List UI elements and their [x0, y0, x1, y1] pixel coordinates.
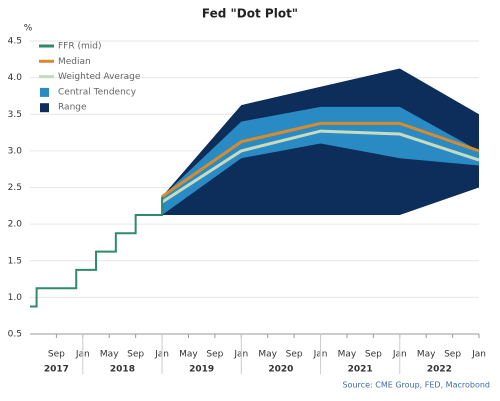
y-tick-label: 3.0	[8, 146, 23, 156]
x-tick-label: Sep	[286, 350, 303, 360]
x-tick-label: Sep	[444, 350, 461, 360]
x-tick-label: Jan	[471, 350, 486, 360]
y-tick-label: 1.0	[8, 293, 23, 303]
year-label: 2018	[110, 365, 135, 375]
x-tick-label: May	[417, 350, 436, 360]
source: Source: CME Group, FED, Macrobond	[343, 381, 490, 390]
legend-label: Weighted Average	[58, 72, 141, 82]
y-tick-label: 2.5	[8, 183, 22, 193]
year-label: 2019	[189, 365, 214, 375]
year-label: 2017	[44, 365, 69, 375]
chart-title: Fed "Dot Plot"	[202, 7, 298, 21]
legend-label: FFR (mid)	[58, 42, 101, 52]
legend-label: Range	[58, 103, 87, 113]
legend-swatch	[40, 103, 49, 113]
y-tick-label: 4.0	[8, 73, 23, 83]
legend-swatch	[40, 87, 49, 97]
y-tick-label: 3.5	[8, 110, 22, 120]
y-tick-label: 4.5	[8, 37, 22, 47]
line	[161, 129, 480, 204]
x-tick-label: Sep	[127, 350, 144, 360]
line	[161, 121, 480, 198]
x-tick-label: Sep	[48, 350, 65, 360]
legend-label: Median	[58, 57, 91, 67]
year-label: 2021	[348, 365, 373, 375]
y-tick-label: 2.0	[8, 220, 23, 230]
x-tick-label: May	[179, 350, 198, 360]
year-label: 2020	[268, 365, 293, 375]
y-tick-label: 0.5	[8, 330, 22, 340]
y-tick-label: 1.5	[8, 256, 22, 266]
x-tick-label: May	[338, 350, 357, 360]
line	[30, 196, 164, 308]
year-label: 2022	[427, 365, 452, 375]
x-tick-label: May	[100, 350, 119, 360]
x-tick-label: Sep	[365, 350, 382, 360]
y-axis-label: %	[24, 24, 33, 34]
legend-label: Central Tendency	[58, 87, 137, 97]
x-tick-label: May	[258, 350, 277, 360]
x-tick-label: Sep	[206, 350, 223, 360]
